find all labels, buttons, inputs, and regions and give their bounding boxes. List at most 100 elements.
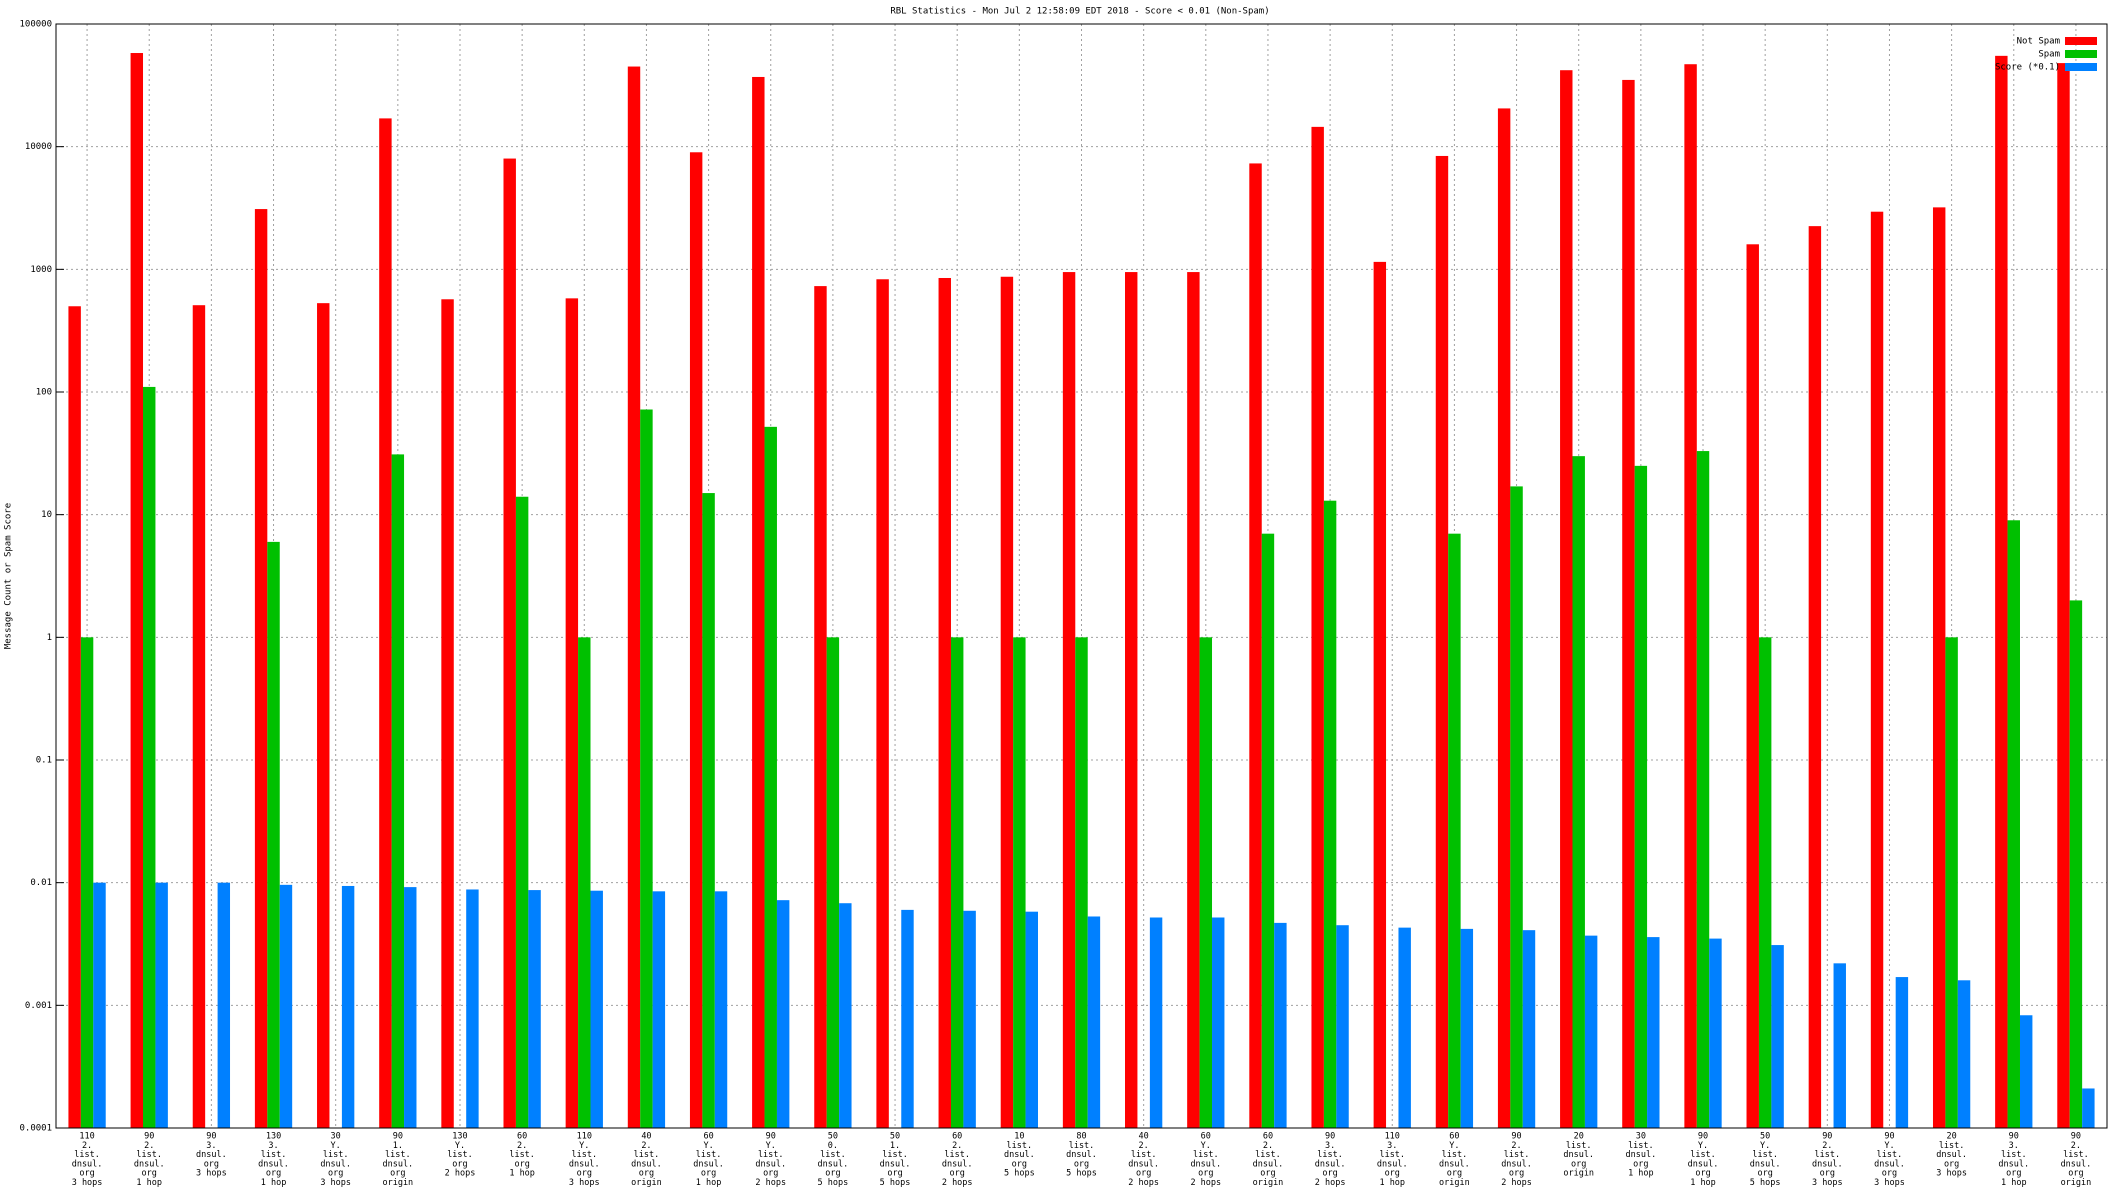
bar bbox=[702, 493, 715, 1128]
x-tick-label: dnsul. bbox=[1936, 1150, 1967, 1160]
bar bbox=[1647, 937, 1660, 1128]
x-tick-label: 90 bbox=[1325, 1132, 1335, 1142]
y-tick-label: 0.01 bbox=[30, 878, 52, 888]
bar bbox=[2057, 63, 2070, 1128]
x-tick-label: list. bbox=[1317, 1150, 1343, 1160]
x-tick-label: 50 bbox=[1760, 1132, 1770, 1142]
x-tick-label: 110 bbox=[577, 1132, 592, 1142]
bar bbox=[1212, 917, 1225, 1128]
bar bbox=[652, 891, 666, 1128]
y-tick-label: 1000 bbox=[30, 265, 52, 275]
x-tick-label: list. bbox=[1877, 1150, 1903, 1160]
x-tick-label: org bbox=[1074, 1159, 1089, 1169]
bar bbox=[1336, 925, 1349, 1128]
x-tick-label: list. bbox=[1131, 1150, 1157, 1160]
bar bbox=[279, 884, 293, 1128]
x-tick-label: dnsul. bbox=[1626, 1150, 1657, 1160]
x-tick-label: list. bbox=[261, 1150, 287, 1160]
y-tick-label: 0.0001 bbox=[19, 1124, 52, 1134]
x-tick-label: list. bbox=[1690, 1150, 1716, 1160]
x-tick-label: 3 hops bbox=[72, 1178, 103, 1188]
bar bbox=[1510, 486, 1523, 1128]
x-tick-label: 1. bbox=[393, 1141, 403, 1151]
bar bbox=[1622, 79, 1635, 1129]
x-tick-label: origin bbox=[1253, 1178, 1284, 1188]
y-tick-label: 1 bbox=[47, 633, 52, 643]
bar bbox=[1957, 980, 1971, 1128]
x-tick-label: 3. bbox=[1325, 1141, 1335, 1151]
x-tick-label: origin bbox=[1439, 1178, 1470, 1188]
bar bbox=[640, 409, 653, 1128]
x-tick-label: list. bbox=[944, 1150, 970, 1160]
x-tick-label: 130 bbox=[266, 1132, 281, 1142]
y-tick-label: 10 bbox=[41, 510, 52, 520]
x-tick-label: 80 bbox=[1076, 1132, 1086, 1142]
x-tick-label: 2. bbox=[82, 1141, 92, 1151]
x-tick-label: list. bbox=[1566, 1141, 1592, 1151]
bar bbox=[1522, 930, 1536, 1128]
x-tick-label: org bbox=[1695, 1169, 1710, 1179]
x-tick-label: org bbox=[1012, 1159, 1027, 1169]
x-tick-label: org bbox=[1820, 1169, 1835, 1179]
x-tick-label: dnsul. bbox=[631, 1159, 662, 1169]
x-tick-label: 90 bbox=[2071, 1132, 2081, 1142]
bar bbox=[1895, 977, 1909, 1128]
bar bbox=[1398, 927, 1411, 1128]
y-tick-label: 0.1 bbox=[36, 756, 52, 766]
x-tick-label: list. bbox=[2001, 1150, 2027, 1160]
x-tick-label: list. bbox=[758, 1150, 784, 1160]
x-tick-label: 2. bbox=[2071, 1141, 2081, 1151]
x-tick-label: 50 bbox=[828, 1132, 838, 1142]
x-tick-label: Y. bbox=[579, 1141, 589, 1151]
x-tick-label: 3 hops bbox=[569, 1178, 600, 1188]
x-tick-label: dnsul. bbox=[258, 1159, 289, 1169]
bar bbox=[404, 887, 417, 1128]
bar bbox=[578, 637, 591, 1128]
x-tick-label: 60 bbox=[703, 1132, 713, 1142]
x-tick-label: 2 hops bbox=[1128, 1178, 1159, 1188]
x-tick-label: origin bbox=[382, 1178, 413, 1188]
x-tick-label: dnsul. bbox=[320, 1159, 351, 1169]
x-tick-label: list. bbox=[1628, 1141, 1654, 1151]
bar bbox=[1013, 637, 1026, 1128]
bar bbox=[776, 900, 790, 1128]
x-tick-label: origin bbox=[2061, 1178, 2092, 1188]
x-tick-label: dnsul. bbox=[2061, 1159, 2092, 1169]
x-tick-label: dnsul. bbox=[942, 1159, 973, 1169]
x-tick-label: 110 bbox=[1385, 1132, 1400, 1142]
x-tick-label: 90 bbox=[766, 1132, 776, 1142]
x-tick-label: list. bbox=[447, 1150, 473, 1160]
x-tick-label: org bbox=[2006, 1169, 2021, 1179]
x-tick-label: Y. bbox=[1698, 1141, 1708, 1151]
x-tick-label: 90 bbox=[2009, 1132, 2019, 1142]
x-tick-label: list. bbox=[509, 1150, 535, 1160]
x-tick-label: org bbox=[142, 1169, 157, 1179]
bar bbox=[1373, 261, 1387, 1129]
x-tick-label: list. bbox=[1815, 1150, 1841, 1160]
x-tick-label: 3 hops bbox=[1812, 1178, 1843, 1188]
x-tick-label: 3 hops bbox=[1936, 1169, 1967, 1179]
x-tick-label: dnsul. bbox=[1315, 1159, 1346, 1169]
x-tick-label: 110 bbox=[79, 1132, 94, 1142]
x-tick-label: dnsul. bbox=[1688, 1159, 1719, 1169]
x-tick-label: dnsul. bbox=[1439, 1159, 1470, 1169]
bar bbox=[1274, 922, 1287, 1128]
plot-frame bbox=[55, 23, 2108, 1129]
x-tick-label: 5 hops bbox=[1750, 1178, 1781, 1188]
bar bbox=[130, 53, 144, 1128]
bar bbox=[950, 637, 964, 1128]
bar bbox=[1497, 108, 1511, 1128]
x-tick-label: list. bbox=[1504, 1150, 1530, 1160]
bar bbox=[515, 496, 529, 1128]
x-tick-label: 1 hop bbox=[261, 1178, 287, 1188]
x-tick-label: Y. bbox=[455, 1141, 465, 1151]
bar bbox=[1149, 917, 1163, 1128]
bar bbox=[1261, 533, 1275, 1128]
x-tick-label: 60 bbox=[1201, 1132, 1211, 1142]
x-tick-label: 2. bbox=[144, 1141, 154, 1151]
bar bbox=[826, 637, 840, 1128]
x-tick-label: 130 bbox=[452, 1132, 467, 1142]
bar bbox=[1771, 945, 1784, 1128]
x-tick-label: 2. bbox=[1263, 1141, 1273, 1151]
